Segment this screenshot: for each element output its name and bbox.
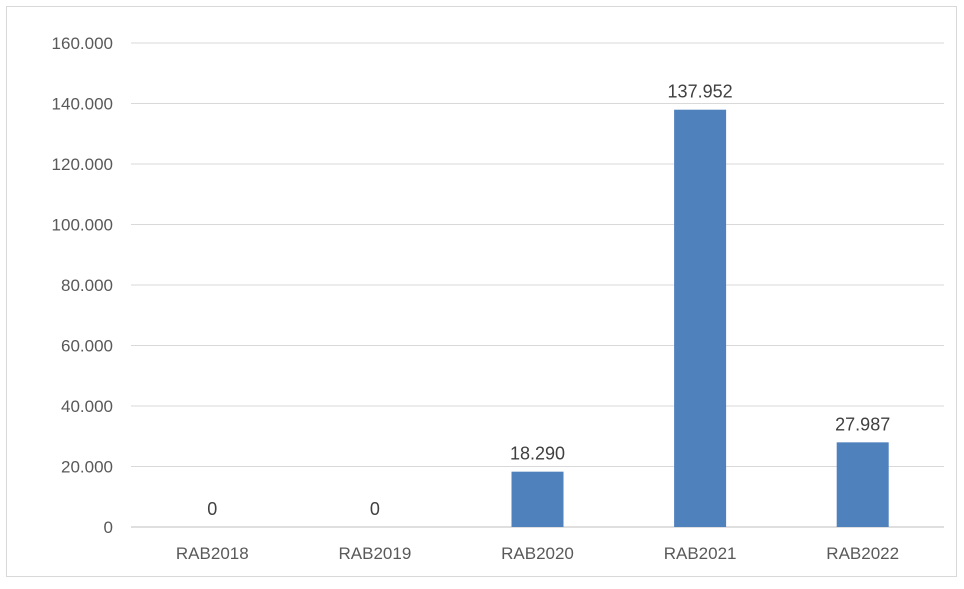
bar-rab2020	[512, 472, 564, 527]
bar-rab2021	[674, 110, 726, 527]
x-tick-label: RAB2020	[501, 544, 574, 563]
y-tick-label: 160.000	[52, 34, 113, 53]
y-tick-label: 120.000	[52, 155, 113, 174]
y-tick-label: 20.000	[61, 458, 113, 477]
y-tick-label: 140.000	[52, 95, 113, 114]
x-tick-label: RAB2021	[664, 544, 737, 563]
data-label-rab2019: 0	[370, 499, 380, 519]
y-tick-label: 60.000	[61, 337, 113, 356]
data-label-rab2021: 137.952	[668, 82, 733, 102]
y-axis-ticks: 0 20.000 40.000 60.000 80.000 100.000 120.000 1…	[52, 34, 113, 537]
x-tick-label: RAB2018	[176, 544, 249, 563]
data-label-rab2020: 18.290	[510, 444, 565, 464]
y-tick-label: 80.000	[61, 276, 113, 295]
y-tick-label: 40.000	[61, 397, 113, 416]
x-tick-label: RAB2019	[339, 544, 412, 563]
bar-rab2022	[837, 442, 889, 527]
data-label-rab2022: 27.987	[835, 414, 890, 434]
y-tick-label: 100.000	[52, 216, 113, 235]
y-tick-label: 0	[104, 518, 113, 537]
bars	[512, 110, 889, 527]
chart-frame: 0 20.000 40.000 60.000 80.000 100.000 120.000 1…	[6, 6, 957, 577]
bar-chart: 0 20.000 40.000 60.000 80.000 100.000 120.000 1…	[7, 7, 964, 589]
data-label-rab2018: 0	[207, 499, 217, 519]
x-axis-ticks: RAB2018 RAB2019 RAB2020 RAB2021 RAB2022	[176, 544, 899, 563]
x-tick-label: RAB2022	[826, 544, 899, 563]
data-labels: 0 0 18.290 137.952 27.987	[207, 82, 890, 519]
